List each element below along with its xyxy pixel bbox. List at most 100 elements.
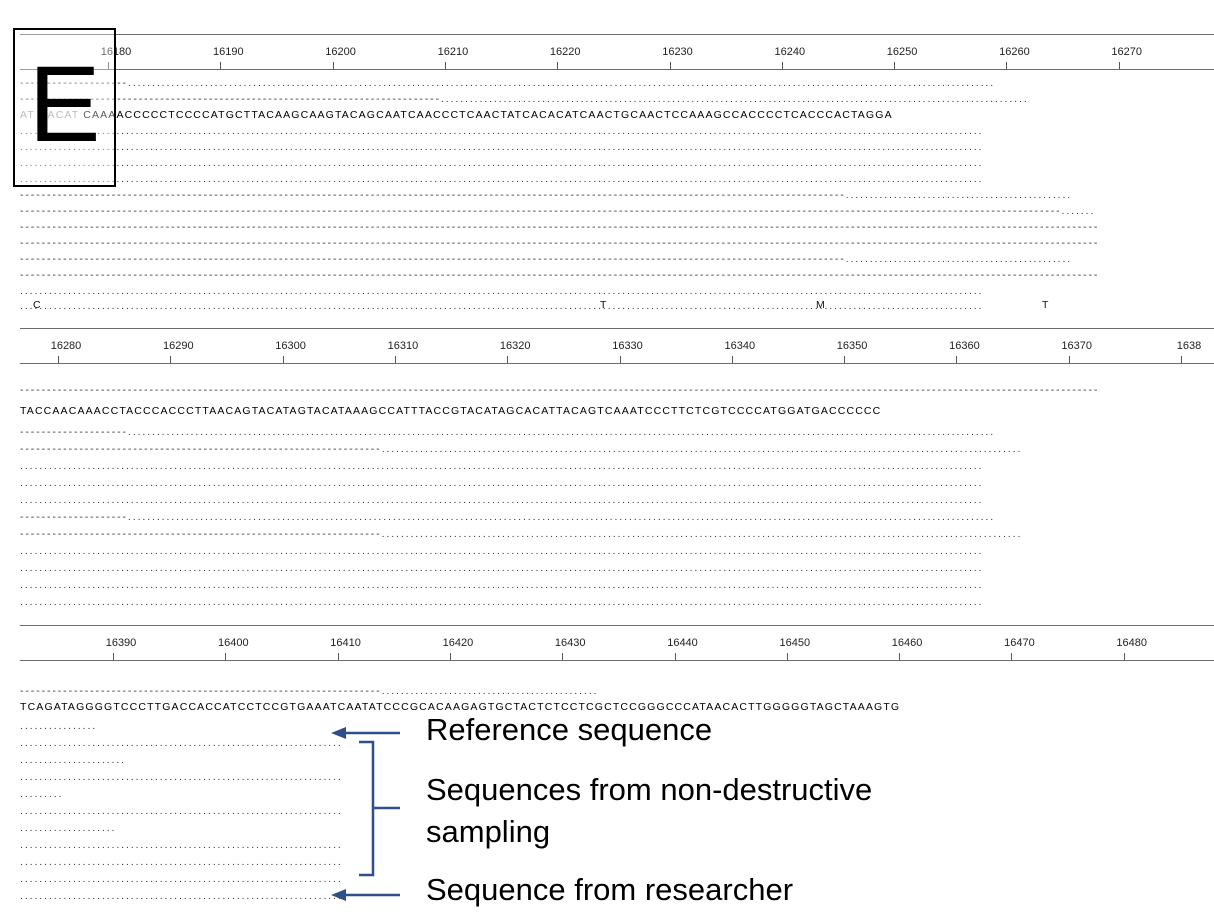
sequence-row: ........................................…	[20, 125, 984, 137]
position-ruler-1: 16180 16190 16200 16210 16220 16230 16240 16250…	[20, 34, 1214, 70]
tick-mark	[562, 653, 564, 660]
sequence-row: ........................................…	[20, 545, 984, 557]
tick-mark	[956, 356, 958, 363]
tick-mark	[899, 653, 901, 660]
reference-sequence: TACCAACAAACCTACCCACCCTTAACAGTACATAGTACAT…	[20, 405, 882, 417]
tick-label: 16390	[105, 637, 137, 649]
tick-label: 16310	[387, 340, 419, 352]
tick-label: 16180	[100, 46, 132, 58]
tick-label: 16460	[891, 637, 923, 649]
legend-nondestructive-label-2: sampling	[426, 814, 551, 849]
sequence-row: ........................................…	[20, 873, 343, 885]
tick-label: 1638	[1176, 340, 1202, 352]
variant-letter: C	[33, 299, 41, 311]
sequence-row: ----------------------------------------…	[20, 384, 1100, 396]
tick-mark	[449, 653, 451, 660]
sequence-row: ........................................…	[20, 460, 984, 472]
sequence-row: ........................................…	[20, 596, 984, 608]
tick-label: 16220	[549, 46, 581, 58]
tick-mark	[337, 653, 339, 660]
tick-label: 16420	[442, 637, 474, 649]
sequence-row: ----------------------------------------…	[20, 189, 1073, 201]
variant-letter: T	[600, 299, 607, 311]
tick-mark	[220, 62, 222, 69]
tick-mark	[225, 653, 227, 660]
reference-sequence-row: TCAGATAGGGGTCCCTTGACCACCATCCTCCGTGAAATCA…	[20, 701, 900, 713]
tick-label: 16280	[50, 340, 82, 352]
panel-label-box: E	[13, 28, 116, 187]
tick-label: 16330	[612, 340, 643, 352]
tick-mark	[844, 356, 846, 363]
tick-label: 16200	[325, 46, 356, 58]
sequence-row: .........	[20, 788, 64, 800]
sequence-row: ........................................…	[20, 562, 984, 574]
alignment-block-3: 16390 16400 16410 16420 16430 16440 16450 16460…	[20, 625, 1214, 912]
tick-label: 16350	[836, 340, 868, 352]
position-ruler-3: 16390 16400 16410 16420 16430 16440 16450 16460…	[20, 625, 1214, 661]
sequence-row: ----------------------------------------…	[20, 93, 1029, 105]
tick-label: 16210	[437, 46, 469, 58]
sequence-row: ........................................…	[20, 157, 984, 169]
sequence-row: ----------------------------------------…	[20, 221, 1100, 233]
tick-label: 16190	[213, 46, 244, 58]
tick-mark	[113, 653, 114, 660]
tick-mark	[674, 653, 676, 660]
sequence-row: ........................................…	[20, 579, 984, 591]
tick-mark	[557, 62, 559, 69]
tick-label: 16450	[779, 637, 811, 649]
tick-label: 16430	[554, 637, 586, 649]
panel-label: E	[28, 43, 101, 164]
tick-mark	[786, 653, 788, 660]
brace-nondestructive	[359, 740, 375, 877]
sequence-row: ........................................…	[20, 839, 343, 851]
tick-mark	[108, 62, 109, 69]
arrowhead-reference	[331, 727, 346, 739]
sequence-row: ----------------------------------------…	[20, 269, 1100, 281]
reference-sequence: CAAAACCCCCTCCCCATGCTTACAAGCAAGTACAGCAATC…	[83, 109, 893, 121]
variant-letter: T	[1042, 299, 1049, 311]
alignment-block-1: 16180 16190 16200 16210 16220 16230 16240 16250…	[20, 34, 1214, 316]
tick-label: 16300	[275, 340, 306, 352]
tick-label: 16270	[1111, 46, 1142, 58]
sequence-row: ........................................…	[20, 737, 343, 749]
tick-mark	[507, 356, 509, 363]
tick-label: 16260	[999, 46, 1030, 58]
sequence-row: ........................................…	[20, 805, 343, 817]
tick-mark	[1006, 62, 1008, 69]
sequence-row: ----------------------------------------…	[20, 443, 1023, 455]
sequence-row: ........................................…	[20, 141, 984, 153]
tick-mark	[282, 356, 284, 363]
variant-letter: M	[816, 299, 825, 311]
tick-label: 16360	[949, 340, 980, 352]
variant-sequence-row: ........................................…	[20, 300, 984, 312]
sequence-row: ........................................…	[20, 285, 984, 297]
tick-mark	[1181, 356, 1182, 363]
sequence-row: ----------------------------------------…	[20, 237, 1100, 249]
tick-mark	[58, 356, 59, 363]
tick-label: 16250	[886, 46, 918, 58]
tick-label: 16230	[662, 46, 693, 58]
sequence-row: ----------------------------------------…	[20, 685, 599, 697]
sequence-row: ........................................…	[20, 173, 984, 185]
sequence-row: ........................................…	[20, 771, 343, 783]
sequence-row: ........................................…	[20, 477, 984, 489]
tick-mark	[1068, 356, 1070, 363]
tick-label: 16470	[1004, 637, 1035, 649]
sequence-row: ----------------------------------------…	[20, 253, 1073, 265]
tick-mark	[1118, 62, 1120, 69]
tick-mark	[619, 356, 621, 363]
position-ruler-2: 16280 16290 16300 16310 16320 16330 16340 16350…	[20, 328, 1214, 364]
tick-label: 16340	[724, 340, 756, 352]
tick-label: 16370	[1061, 340, 1092, 352]
sequence-row: --------------------....................…	[20, 426, 996, 438]
tick-mark	[1011, 653, 1013, 660]
sequence-row: --------------------....................…	[20, 77, 996, 89]
legend-nondestructive-label-1: Sequences from non-destructive	[426, 772, 873, 807]
reference-prefix: AT CACAT	[20, 109, 80, 121]
reference-sequence-row: TACCAACAAACCTACCCACCCTTAACAGTACATAGTACAT…	[20, 405, 881, 417]
tick-label: 16240	[774, 46, 806, 58]
sequence-row: ................	[20, 720, 98, 732]
tick-mark	[444, 62, 446, 69]
tick-label: 16480	[1116, 637, 1147, 649]
